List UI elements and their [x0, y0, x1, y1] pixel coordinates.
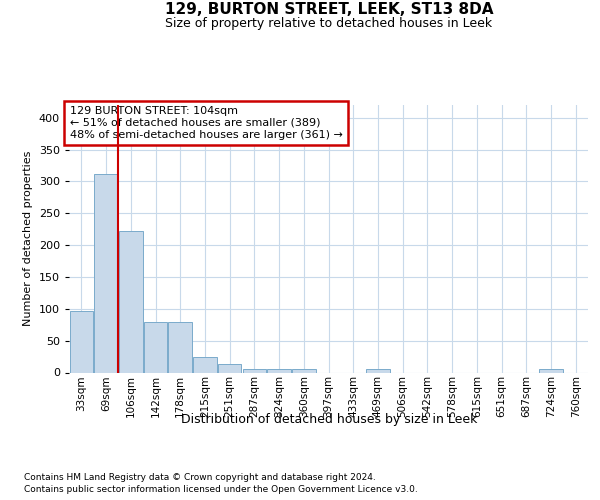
Bar [119, 231, 143, 372]
Bar [70, 310, 93, 372]
Bar [94, 174, 118, 372]
Bar [268, 370, 291, 372]
Bar [539, 370, 563, 372]
Text: 129 BURTON STREET: 104sqm
← 51% of detached houses are smaller (389)
48% of semi: 129 BURTON STREET: 104sqm ← 51% of detac… [70, 106, 343, 140]
Bar [218, 364, 241, 372]
Text: Distribution of detached houses by size in Leek: Distribution of detached houses by size … [181, 412, 477, 426]
Text: 129, BURTON STREET, LEEK, ST13 8DA: 129, BURTON STREET, LEEK, ST13 8DA [164, 2, 493, 18]
Bar [292, 370, 316, 372]
Bar [242, 370, 266, 372]
Bar [169, 322, 192, 372]
Bar [366, 370, 389, 372]
Text: Contains public sector information licensed under the Open Government Licence v3: Contains public sector information licen… [24, 485, 418, 494]
Y-axis label: Number of detached properties: Number of detached properties [23, 151, 33, 326]
Text: Contains HM Land Registry data © Crown copyright and database right 2024.: Contains HM Land Registry data © Crown c… [24, 472, 376, 482]
Text: Size of property relative to detached houses in Leek: Size of property relative to detached ho… [165, 18, 493, 30]
Bar [144, 322, 167, 372]
Bar [193, 356, 217, 372]
